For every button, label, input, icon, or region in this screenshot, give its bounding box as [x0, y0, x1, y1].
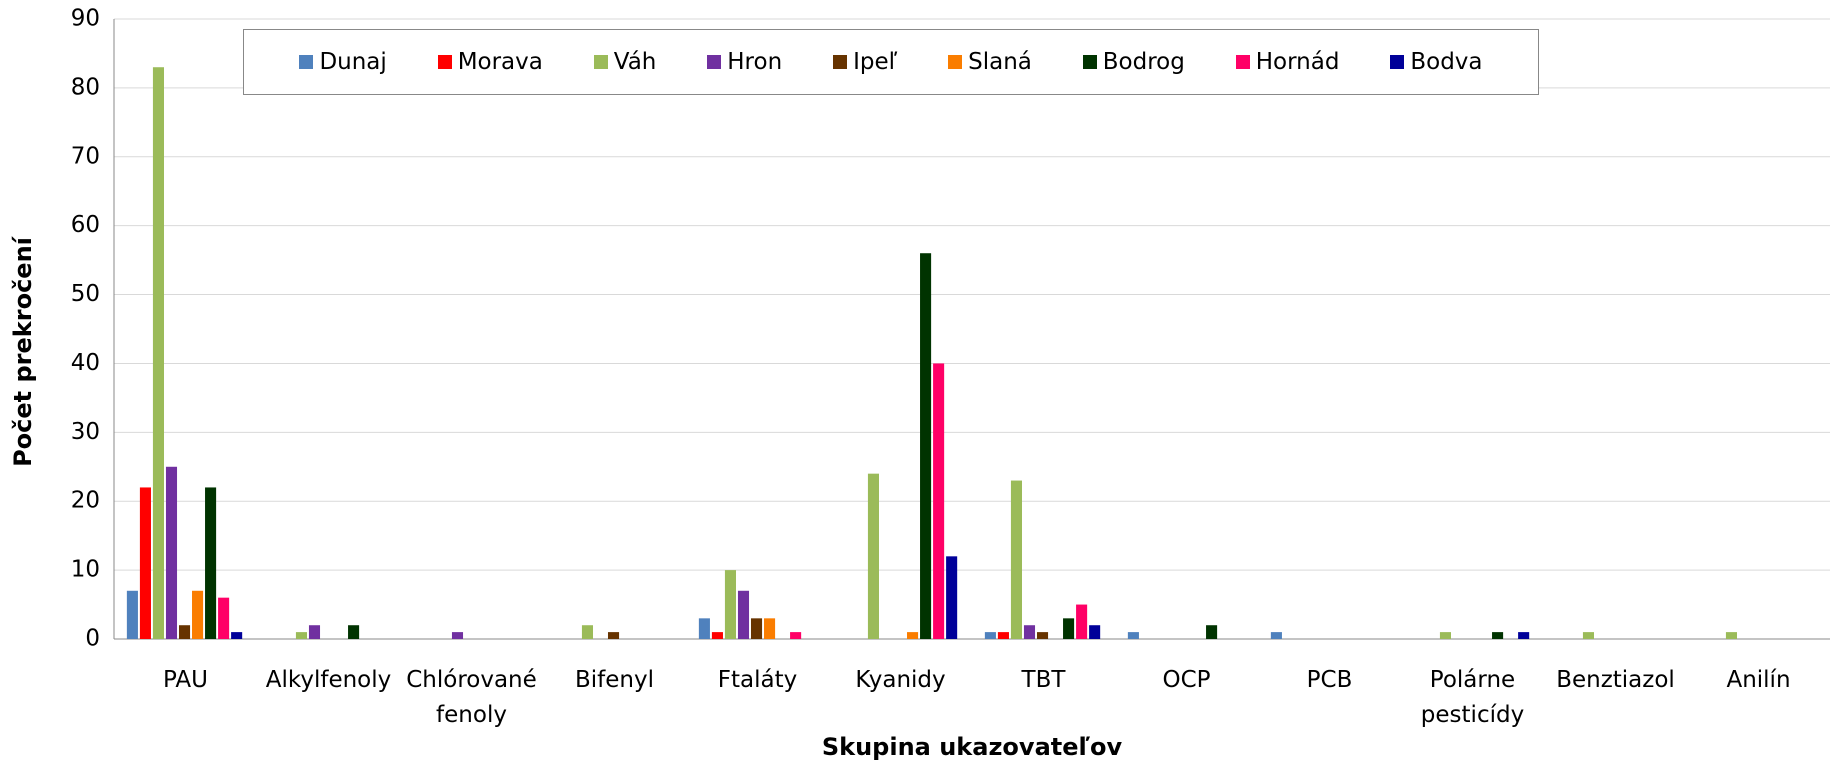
- y-tick-label: 90: [71, 6, 100, 32]
- bar: [984, 632, 996, 639]
- legend-item: Bodva: [1390, 49, 1483, 75]
- legend-item: Slaná: [948, 49, 1032, 75]
- y-axis-label: Počet prekročení: [9, 235, 37, 467]
- bar: [451, 632, 464, 639]
- bar: [231, 632, 243, 639]
- bar: [178, 625, 191, 639]
- x-tick-label: PAU: [163, 667, 208, 693]
- legend-item: Hornád: [1235, 49, 1340, 75]
- x-tick-label: Alkylfenoly: [265, 667, 392, 693]
- legend-swatch: [1390, 55, 1405, 69]
- x-tick-label: Benztiazol: [1556, 667, 1675, 693]
- legend-swatch: [1235, 55, 1250, 69]
- y-tick-label: 0: [85, 626, 100, 652]
- x-tick-label: TBT: [1021, 667, 1066, 693]
- bar: [581, 625, 594, 639]
- legend-label: Hornád: [1255, 49, 1340, 75]
- bar: [724, 570, 737, 639]
- legend-swatch: [948, 55, 963, 69]
- legend-label: Bodrog: [1102, 49, 1185, 75]
- legend-item: Bodrog: [1082, 49, 1185, 75]
- legend-swatch: [593, 55, 608, 69]
- legend-item: Dunaj: [299, 49, 387, 75]
- bar: [1206, 625, 1218, 639]
- bar: [1010, 480, 1023, 639]
- legend-swatch: [299, 55, 314, 69]
- bar: [218, 597, 230, 639]
- bar: [920, 253, 932, 639]
- bar: [192, 590, 204, 639]
- y-tick-label: 80: [71, 74, 100, 100]
- legend-label: Slaná: [968, 49, 1032, 75]
- bar: [764, 618, 776, 639]
- bar: [1492, 632, 1504, 639]
- bar: [867, 473, 880, 639]
- x-tick-label: Bifenyl: [575, 667, 654, 693]
- bar: [165, 466, 178, 639]
- bar: [1063, 618, 1075, 639]
- y-tick-label: 20: [71, 488, 100, 514]
- legend-label: Váh: [613, 49, 657, 75]
- bar: [750, 618, 763, 639]
- legend-label: Dunaj: [319, 49, 387, 75]
- bar: [790, 632, 802, 639]
- x-tick-label: Chlórované fenoly: [406, 667, 537, 728]
- bar: [126, 590, 138, 639]
- x-tick-label: Polárne pesticídy: [1420, 667, 1525, 728]
- x-axis-label: Skupina ukazovateľov: [822, 733, 1123, 761]
- bar: [946, 556, 958, 639]
- legend-label: Ipeľ: [853, 49, 898, 75]
- bar: [348, 625, 360, 639]
- bar: [997, 632, 1009, 639]
- x-tick-label: OCP: [1162, 667, 1211, 693]
- bar: [1270, 632, 1282, 639]
- bar: [1518, 632, 1530, 639]
- bar: [1127, 632, 1139, 639]
- legend-swatch: [1082, 55, 1097, 69]
- bar: [933, 363, 945, 639]
- bar: [737, 590, 750, 639]
- legend-swatch: [437, 55, 452, 69]
- legend-label: Hron: [727, 49, 783, 75]
- legend-swatch: [833, 55, 848, 69]
- x-tick-label: Ftaláty: [717, 667, 798, 693]
- legend-item: Morava: [437, 49, 543, 75]
- bar: [1089, 625, 1101, 639]
- bar: [1582, 632, 1595, 639]
- bar: [295, 632, 308, 639]
- legend-label: Morava: [457, 49, 543, 75]
- bar: [308, 625, 321, 639]
- y-tick-label: 40: [71, 350, 100, 376]
- bar: [152, 67, 165, 639]
- legend-item: Hron: [707, 49, 782, 75]
- bar: [1036, 632, 1049, 639]
- x-tick-label: Anilín: [1726, 667, 1791, 693]
- bar: [1023, 625, 1036, 639]
- bar: [607, 632, 620, 639]
- x-tick-label: PCB: [1306, 667, 1353, 693]
- y-tick-label: 50: [71, 281, 100, 307]
- y-tick-label: 30: [71, 419, 100, 445]
- legend-label: Bodva: [1410, 49, 1483, 75]
- bar: [1076, 604, 1088, 639]
- bar: [139, 487, 151, 639]
- y-tick-label: 60: [71, 212, 100, 238]
- y-tick-label: 70: [71, 143, 100, 169]
- bar: [1725, 632, 1738, 639]
- bar: [1439, 632, 1452, 639]
- legend-item: Váh: [593, 49, 657, 75]
- legend: Dunaj Morava Váh Hron Ipeľ Slaná Bodrog Hornád B…: [243, 29, 1539, 95]
- bar: [698, 618, 710, 639]
- x-tick-label: Kyanidy: [855, 667, 946, 693]
- bar: [205, 487, 217, 639]
- bar: [711, 632, 723, 639]
- legend-swatch: [707, 55, 722, 69]
- y-tick-label: 10: [71, 557, 100, 583]
- legend-item: Ipeľ: [833, 49, 897, 75]
- bar: [907, 632, 919, 639]
